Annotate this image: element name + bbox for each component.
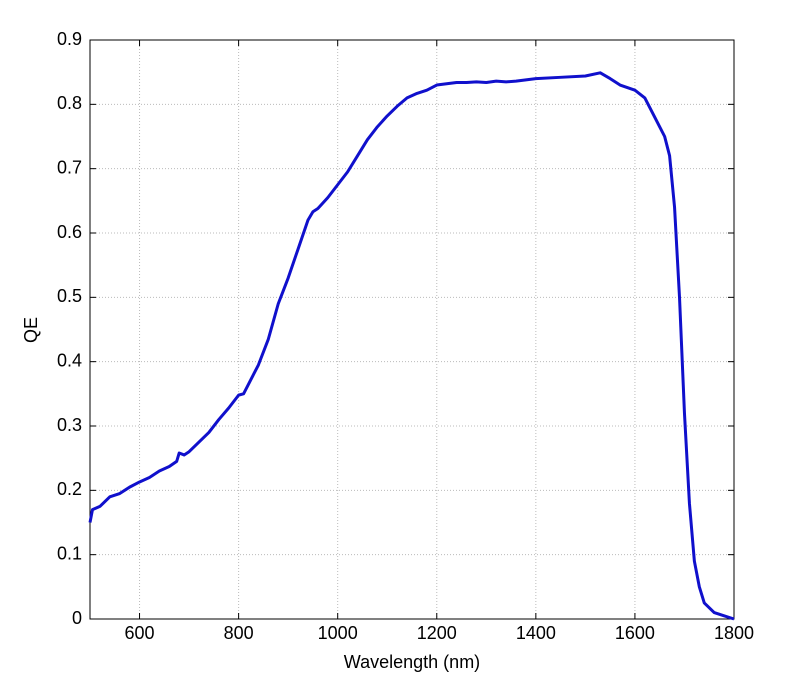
y-tick-label: 0	[72, 608, 82, 628]
x-tick-label: 1800	[714, 623, 754, 643]
y-tick-label: 0.8	[57, 93, 82, 113]
plot-frame	[89, 39, 735, 620]
x-tick-label: 800	[224, 623, 254, 643]
x-axis-label: Wavelength (nm)	[344, 652, 480, 672]
y-tick-label: 0.2	[57, 479, 82, 499]
x-tick-label: 1400	[516, 623, 556, 643]
y-tick-label: 0.9	[57, 29, 82, 49]
x-tick-label: 1000	[318, 623, 358, 643]
y-tick-label: 0.4	[57, 350, 82, 370]
y-tick-label: 0.5	[57, 286, 82, 306]
data-line	[88, 71, 735, 621]
x-tick-label: 600	[125, 623, 155, 643]
y-tick-label: 0.1	[57, 543, 82, 563]
y-tick-label: 0.7	[57, 157, 82, 177]
x-tick-label: 1600	[615, 623, 655, 643]
y-tick-label: 0.6	[57, 222, 82, 242]
y-tick-label: 0.3	[57, 415, 82, 435]
x-tick-label: 1200	[417, 623, 457, 643]
y-axis-label: QE	[21, 317, 41, 343]
